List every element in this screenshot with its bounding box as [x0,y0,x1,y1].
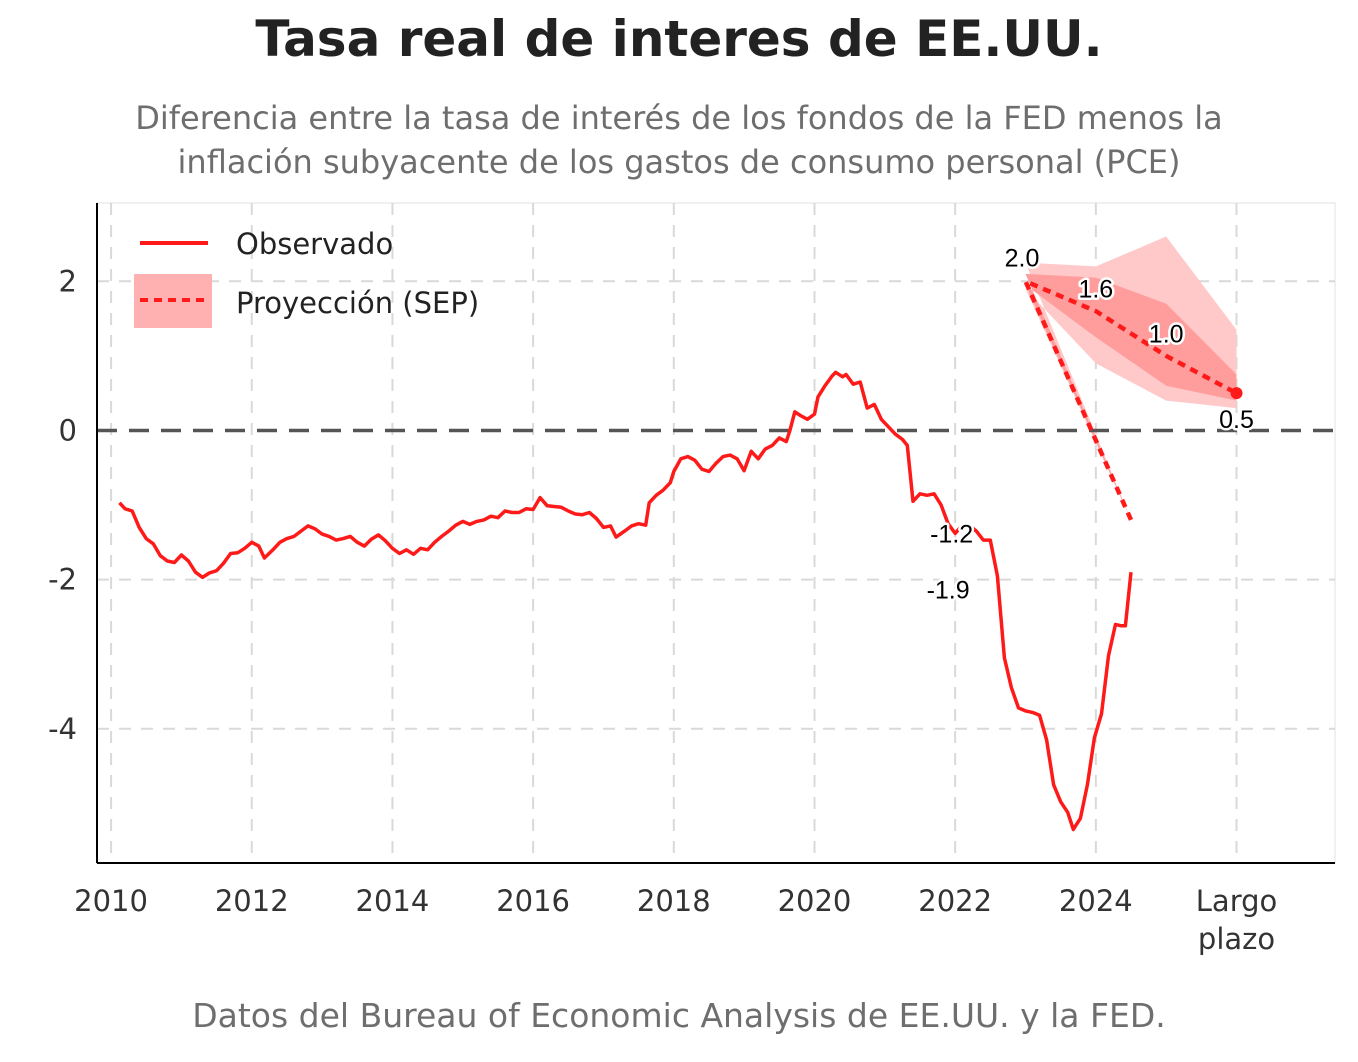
legend: Observado Proyección (SEP) [134,227,479,328]
band-inner [1025,273,1237,520]
chart-title: Tasa real de interes de EE.UU. [255,10,1103,68]
chart-subtitle: Diferencia entre la tasa de interés de l… [0,96,1358,184]
chart-caption: Datos del Bureau of Economic Analysis de… [192,996,1166,1035]
projection-endpoint-marker [1230,387,1243,400]
legend-label-observado: Observado [236,227,393,261]
x-tick-label-2: 2014 [356,884,430,918]
series-line-1 [1023,279,1238,521]
data-labels: 2.0 1.6 1.0 0.5 -1.2 -1.9 [924,242,1256,607]
x-tick-label-8: Largo plazo [1196,884,1278,956]
projection-bands [1025,236,1237,520]
y-tick-label-1: 0 [59,413,77,447]
x-tick-label-0: 2010 [74,884,148,918]
x-tick-label-6: 2022 [918,884,992,918]
series-line-0 [118,370,1133,832]
data-label-0: 2.0 [1005,244,1040,272]
data-label-4: -1.2 [930,520,973,548]
y-tick-label-0: 2 [59,264,77,298]
x-tick-label-5: 2020 [778,884,852,918]
tick-labels: 2 0 -2 -4 2010 2012 2014 2016 2018 2020 2022 2024 La… [48,264,1277,956]
subtitle-line-1: Diferencia entre la tasa de interés de l… [135,99,1223,137]
data-label-3: 0.5 [1219,406,1254,434]
subtitle-line-2: inflación subyacente de los gastos de co… [177,143,1181,181]
x-tick-label-3: 2016 [496,884,570,918]
data-label-2: 1.0 [1149,320,1184,348]
data-label-1: 1.6 [1078,276,1113,304]
x-tick-label-7: 2024 [1059,884,1133,918]
x-tick-label-4: 2018 [637,884,711,918]
y-tick-label-3: -4 [48,712,77,746]
data-label-5: -1.9 [927,576,970,604]
y-tick-label-2: -2 [48,563,77,597]
series-lines [118,279,1243,832]
axes [96,203,1335,864]
x-tick-label-1: 2012 [215,884,289,918]
legend-label-projection: Proyección (SEP) [236,286,479,320]
